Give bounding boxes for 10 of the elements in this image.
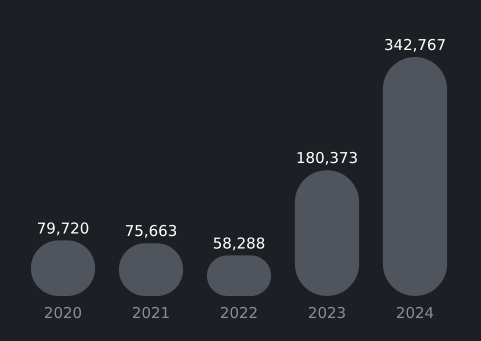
x-tick-label: 2021 bbox=[132, 304, 170, 322]
data-label: 79,720 bbox=[36, 219, 90, 238]
x-tick-label: 2024 bbox=[396, 304, 434, 322]
data-label: 58,288 bbox=[212, 234, 266, 252]
x-tick-label: 2023 bbox=[308, 304, 346, 322]
data-label: 180,373 bbox=[296, 149, 358, 168]
x-tick-label: 2022 bbox=[220, 304, 258, 322]
data-label: 342,767 bbox=[384, 36, 446, 54]
data-label: 75,663 bbox=[124, 222, 178, 240]
x-tick-label: 2020 bbox=[44, 304, 82, 322]
